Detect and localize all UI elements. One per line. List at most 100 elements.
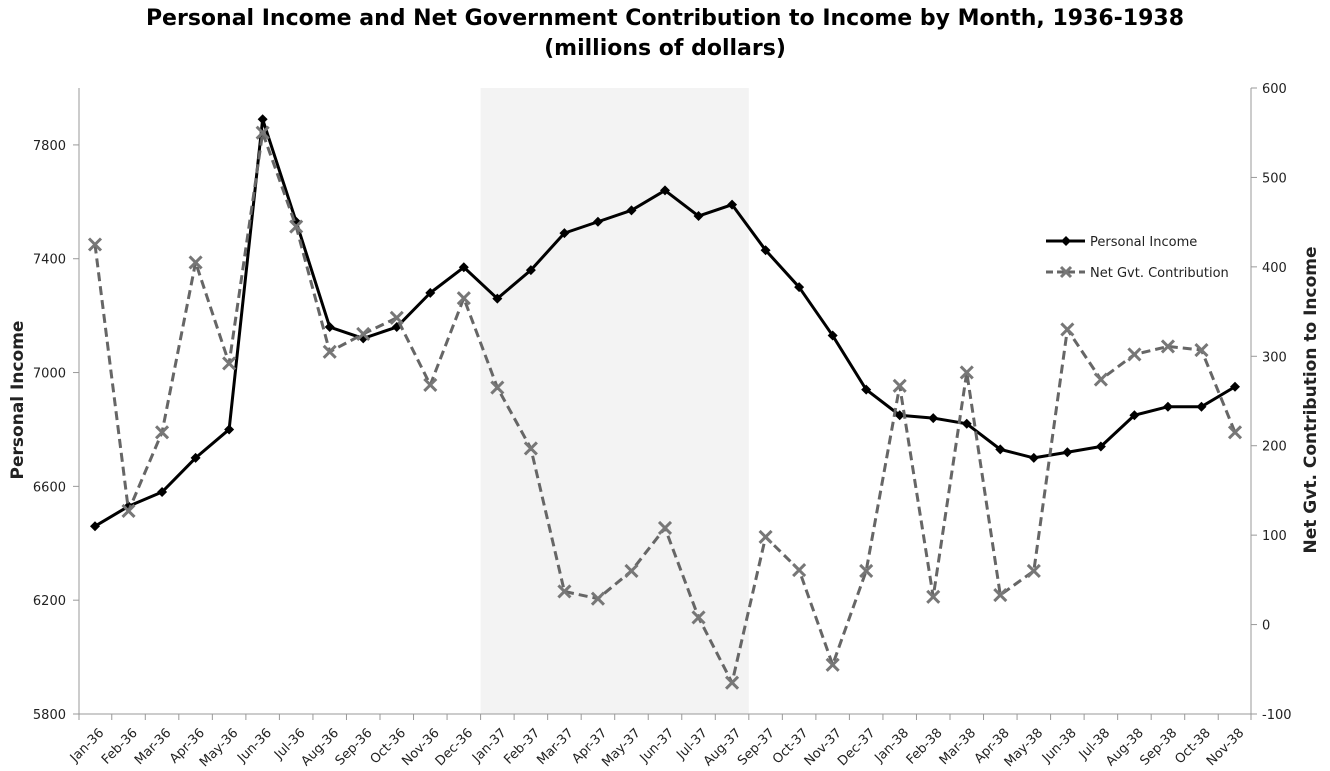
- x-tick-label: Mar-36: [132, 726, 174, 768]
- x-marker-stroke: [724, 675, 740, 690]
- legend-swatch-marker: [1061, 236, 1071, 246]
- series-point-net-gvt: [490, 380, 505, 395]
- y-right-tick-label: 600: [1262, 82, 1287, 97]
- series-point-net-gvt: [557, 584, 572, 599]
- series-point-net-gvt: [959, 365, 974, 380]
- x-marker-stroke: [322, 344, 337, 359]
- y-right-tick-label: 100: [1262, 529, 1287, 544]
- x-marker-stroke: [825, 657, 840, 672]
- series-point-net-gvt: [188, 255, 203, 270]
- x-tick-label: Jun-36: [234, 726, 275, 767]
- x-marker-stroke: [624, 563, 639, 578]
- series-point-net-gvt: [657, 520, 673, 536]
- series-point-personal-income: [1129, 410, 1140, 421]
- x-marker-stroke: [557, 584, 572, 599]
- x-tick-label: Sep-37: [735, 726, 778, 769]
- series-point-personal-income: [324, 322, 335, 333]
- series-point-net-gvt: [456, 291, 471, 306]
- series-point-net-gvt: [624, 563, 639, 578]
- series-point-personal-income: [626, 205, 637, 216]
- series-point-net-gvt: [926, 589, 941, 604]
- series-point-personal-income: [224, 424, 235, 435]
- x-tick-label: Sep-36: [333, 726, 376, 769]
- series-point-personal-income: [1230, 381, 1240, 392]
- x-marker-stroke: [87, 237, 103, 252]
- x-marker-stroke: [993, 587, 1008, 603]
- series-point-net-gvt: [1194, 342, 1209, 358]
- x-marker-stroke: [222, 356, 237, 371]
- series-point-personal-income: [827, 330, 838, 341]
- series-point-net-gvt: [356, 326, 371, 341]
- x-tick-label: Sep-38: [1137, 726, 1180, 769]
- series-point-net-gvt: [892, 378, 907, 393]
- x-marker-stroke: [1093, 372, 1108, 387]
- series-point-net-gvt: [758, 529, 773, 544]
- y-left-tick-label: 7400: [33, 253, 66, 268]
- y-axis-right-label: Net Gvt. Contribution to Income: [1301, 246, 1321, 553]
- x-marker-stroke: [1127, 347, 1142, 362]
- x-tick-label: Nov-38: [1204, 726, 1247, 769]
- x-tick-label: Aug-38: [1103, 726, 1147, 770]
- x-tick-label: Dec-36: [433, 726, 476, 769]
- x-marker-stroke: [590, 591, 606, 606]
- series-point-net-gvt: [289, 219, 304, 234]
- x-marker-stroke: [859, 563, 874, 578]
- x-marker-stroke: [758, 529, 773, 544]
- chart-title: Personal Income and Net Government Contr…: [145, 6, 1185, 61]
- legend-label: Net Gvt. Contribution: [1090, 266, 1229, 281]
- series-point-personal-income: [1028, 452, 1039, 463]
- series-point-net-gvt: [993, 587, 1008, 603]
- shaded-region: [480, 88, 749, 714]
- series-point-net-gvt: [1227, 425, 1243, 440]
- series-point-net-gvt: [222, 356, 237, 371]
- series-point-net-gvt: [255, 125, 270, 140]
- x-marker-stroke: [188, 255, 203, 270]
- series-point-personal-income: [1062, 447, 1073, 458]
- series-point-personal-income: [861, 384, 872, 395]
- series-point-personal-income: [492, 293, 503, 304]
- series-point-net-gvt: [1026, 563, 1041, 578]
- x-marker-stroke: [389, 310, 404, 325]
- series-point-net-gvt: [859, 563, 874, 578]
- series-point-personal-income: [760, 245, 771, 256]
- series-point-personal-income: [660, 185, 670, 196]
- x-marker-stroke: [959, 365, 974, 380]
- series-point-personal-income: [693, 211, 704, 222]
- series-point-personal-income: [794, 282, 805, 293]
- series-point-personal-income: [1196, 401, 1207, 412]
- x-marker-stroke: [792, 562, 807, 578]
- x-marker-stroke: [356, 326, 371, 341]
- series-point-net-gvt: [792, 562, 807, 578]
- x-tick-label: Aug-36: [298, 726, 342, 770]
- x-marker-stroke: [1227, 425, 1243, 440]
- series-point-personal-income: [257, 114, 268, 125]
- legend-swatch-marker: [1059, 265, 1073, 279]
- y-right-tick-label: 500: [1262, 171, 1287, 186]
- x-marker-stroke: [523, 441, 538, 456]
- y-left-tick-label: 6200: [33, 594, 66, 609]
- x-marker-stroke: [456, 291, 471, 306]
- series-point-net-gvt: [1060, 322, 1075, 337]
- series-point-personal-income: [1095, 441, 1106, 452]
- y-axis-left-label: Personal Income: [8, 321, 28, 480]
- x-marker-stroke: [892, 378, 907, 393]
- y-right-tick-label: 0: [1262, 619, 1270, 634]
- series-point-net-gvt: [825, 657, 840, 672]
- y-right-tick-label: 300: [1262, 350, 1287, 365]
- x-marker-stroke: [490, 380, 505, 395]
- series-point-personal-income: [458, 262, 469, 273]
- y-left-tick-label: 5800: [33, 708, 66, 723]
- x-marker-stroke: [657, 520, 673, 536]
- y-left-tick-label: 6600: [33, 480, 66, 495]
- legend-label: Personal Income: [1090, 235, 1197, 250]
- x-marker-stroke: [121, 503, 136, 519]
- series-point-net-gvt: [691, 610, 706, 625]
- x-marker-stroke: [1026, 563, 1041, 578]
- series-point-net-gvt: [1093, 372, 1108, 387]
- y-left-tick-label: 7800: [33, 139, 66, 154]
- y-right-tick-label: 400: [1262, 261, 1287, 276]
- x-marker-stroke: [1060, 322, 1075, 337]
- x-tick-label: Jun-37: [637, 726, 678, 767]
- series-point-personal-income: [90, 521, 100, 532]
